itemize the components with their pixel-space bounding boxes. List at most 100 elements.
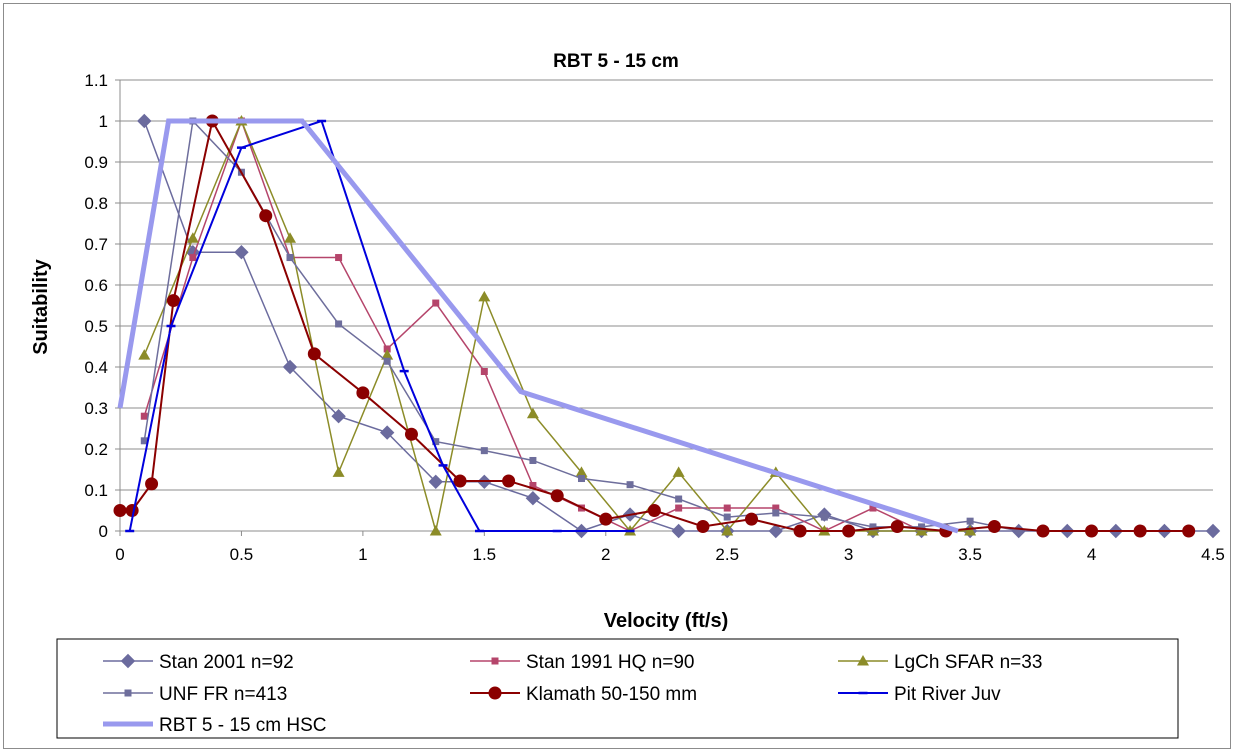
y-tick-label: 0.7 <box>84 235 108 254</box>
x-tick-label: 3 <box>844 545 853 564</box>
data-point-klamath-50-150-mm <box>793 524 807 538</box>
data-point-unf-fr-n-413 <box>966 517 974 525</box>
data-point-unf-fr-n-413 <box>140 437 148 445</box>
data-point-lgch-sfar-n-33 <box>138 349 151 360</box>
series-pit-river-juv <box>125 119 635 533</box>
data-point-stan-2001-n-92 <box>331 408 346 424</box>
data-point-klamath-50-150-mm <box>647 504 661 517</box>
data-point-stan-1991-hq-n-90 <box>335 254 343 262</box>
legend-item-stan-1991-hq-n-90: Stan 1991 HQ n=90 <box>470 652 695 673</box>
data-point-unf-fr-n-413 <box>335 320 343 328</box>
data-point-klamath-50-150-mm <box>166 294 180 308</box>
data-point-klamath-50-150-mm <box>145 477 159 491</box>
data-point-klamath-50-150-mm <box>1182 524 1196 538</box>
y-tick-label: 0.4 <box>84 358 108 377</box>
data-point-stan-2001-n-92 <box>525 490 541 506</box>
legend-marker <box>120 653 136 669</box>
data-point-stan-2001-n-92 <box>379 425 395 440</box>
legend-item-rbt-5-15-cm-hsc: RBT 5 - 15 cm HSC <box>103 715 327 736</box>
data-point-stan-1991-hq-n-90 <box>140 412 148 420</box>
data-point-stan-1991-hq-n-90 <box>383 345 391 353</box>
data-point-klamath-50-150-mm <box>550 489 564 503</box>
data-point-stan-1991-hq-n-90 <box>432 299 440 307</box>
data-point-lgch-sfar-n-33 <box>526 407 539 419</box>
data-point-stan-1991-hq-n-90 <box>675 504 683 512</box>
y-tick-label: 0 <box>99 522 108 541</box>
y-axis-title: Suitability <box>30 258 52 354</box>
x-tick-label: 2.5 <box>715 545 739 564</box>
legend-marker <box>857 655 869 666</box>
x-tick-label: 4 <box>1087 545 1096 564</box>
legend-marker <box>488 686 502 700</box>
legend-item-unf-fr-n-413: UNF FR n=413 <box>103 684 287 705</box>
data-point-unf-fr-n-413 <box>529 456 537 464</box>
data-point-lgch-sfar-n-33 <box>332 466 345 477</box>
y-tick-label: 0.8 <box>84 194 108 213</box>
legend-frame <box>56 638 1179 739</box>
legend-item-pit-river-juv: Pit River Juv <box>838 684 1001 705</box>
legend-label: Pit River Juv <box>894 684 1001 705</box>
data-point-stan-1991-hq-n-90 <box>189 254 197 262</box>
legend-label: Stan 1991 HQ n=90 <box>526 652 695 673</box>
data-point-unf-fr-n-413 <box>383 357 391 365</box>
x-tick-label: 0 <box>115 545 124 564</box>
data-point-unf-fr-n-413 <box>675 495 683 503</box>
legend-item-stan-2001-n-92: Stan 2001 n=92 <box>103 652 294 673</box>
data-point-klamath-50-150-mm <box>696 519 710 533</box>
x-tick-label: 2 <box>601 545 610 564</box>
data-point-stan-1991-hq-n-90 <box>869 504 877 512</box>
y-tick-label: 0.3 <box>84 399 108 418</box>
data-point-klamath-50-150-mm <box>1036 524 1050 538</box>
x-tick-label: 1.5 <box>473 545 497 564</box>
data-point-stan-2001-n-92 <box>768 523 784 539</box>
x-axis-title: Velocity (ft/s) <box>604 610 728 632</box>
data-point-klamath-50-150-mm <box>404 427 418 441</box>
data-point-klamath-50-150-mm <box>1133 524 1147 538</box>
legend-item-lgch-sfar-n-33: LgCh SFAR n=33 <box>838 652 1042 673</box>
legend-label: LgCh SFAR n=33 <box>894 652 1042 673</box>
data-point-lgch-sfar-n-33 <box>964 525 977 536</box>
data-point-unf-fr-n-413 <box>820 513 828 521</box>
series-line-rbt-5-15-cm-hsc <box>117 118 959 534</box>
legend-label: RBT 5 - 15 cm HSC <box>159 715 327 736</box>
data-point-lgch-sfar-n-33 <box>575 466 588 477</box>
data-point-stan-2001-n-92 <box>282 359 298 375</box>
chart-title: RBT 5 - 15 cm <box>553 51 679 72</box>
data-point-klamath-50-150-mm <box>259 209 273 223</box>
data-point-stan-2001-n-92 <box>428 474 443 490</box>
data-point-lgch-sfar-n-33 <box>186 232 199 243</box>
series-lgch-sfar-n-33 <box>138 115 977 536</box>
data-point-lgch-sfar-n-33 <box>721 525 734 536</box>
series-klamath-50-150-mm <box>113 114 1196 538</box>
data-point-lgch-sfar-n-33 <box>381 349 394 360</box>
data-point-klamath-50-150-mm <box>502 474 516 488</box>
data-point-unf-fr-n-413 <box>480 447 488 455</box>
data-point-stan-2001-n-92 <box>671 523 686 539</box>
x-tick-label: 3.5 <box>958 545 982 564</box>
data-point-klamath-50-150-mm <box>356 386 370 400</box>
data-point-stan-1991-hq-n-90 <box>723 504 731 512</box>
y-tick-label: 1.1 <box>84 71 108 90</box>
x-tick-label: 4.5 <box>1201 545 1225 564</box>
data-point-unf-fr-n-413 <box>723 513 731 521</box>
data-point-unf-fr-n-413 <box>432 438 440 446</box>
data-point-klamath-50-150-mm <box>1085 524 1099 538</box>
data-point-stan-2001-n-92 <box>234 244 249 260</box>
data-point-lgch-sfar-n-33 <box>429 525 442 536</box>
data-point-stan-2001-n-92 <box>1205 523 1221 539</box>
data-point-unf-fr-n-413 <box>626 481 634 489</box>
y-tick-label: 0.9 <box>84 153 108 172</box>
legend-label: UNF FR n=413 <box>159 684 287 705</box>
data-point-klamath-50-150-mm <box>307 347 321 361</box>
data-point-lgch-sfar-n-33 <box>672 466 685 477</box>
data-point-lgch-sfar-n-33 <box>478 290 491 302</box>
data-point-klamath-50-150-mm <box>453 474 467 488</box>
data-point-stan-1991-hq-n-90 <box>529 481 537 489</box>
plot-area: 0 0.1 0.2 0.3 0.4 0.5 0.6 0.7 0.8 0.9 1 1.1 0 0.5 1 1.5… <box>84 71 1224 564</box>
chart-frame <box>3 3 1231 749</box>
legend-item-klamath-50-150-mm: Klamath 50-150 mm <box>470 684 697 705</box>
data-point-klamath-50-150-mm <box>987 519 1001 533</box>
legend-marker <box>491 657 499 665</box>
legend-label: Klamath 50-150 mm <box>526 684 697 705</box>
